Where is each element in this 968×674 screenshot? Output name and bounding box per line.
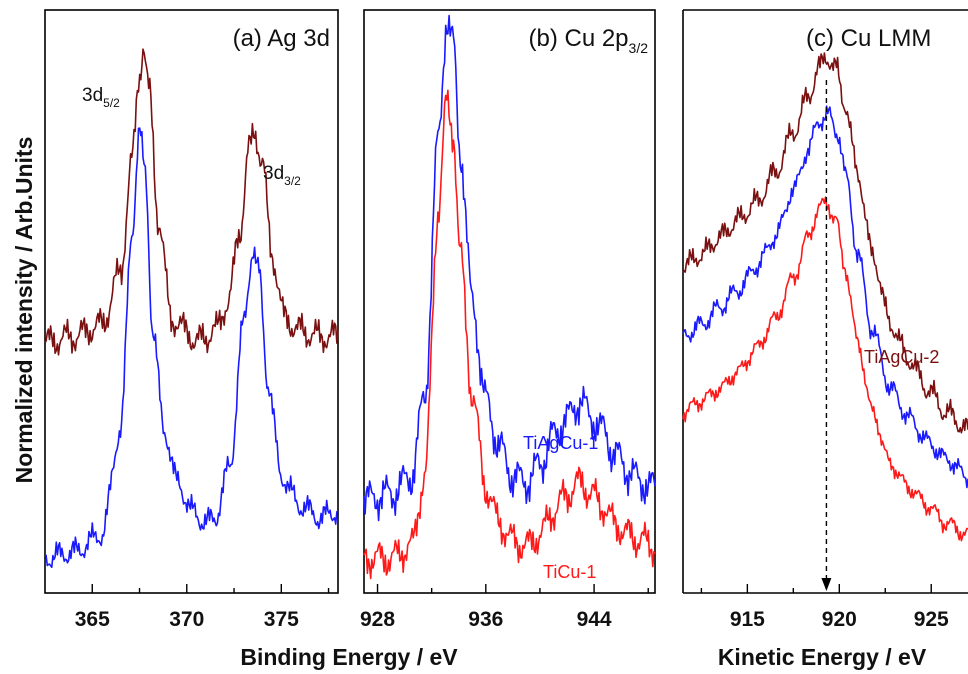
series-line-tiagcu-1 [45,127,339,568]
x-tick-label-b-1: 936 [468,608,503,631]
series-line-tiagcu-2 [44,48,339,356]
series-line-ticu-1 [363,89,656,580]
peak-label-3d52-sub: 5/2 [103,96,120,110]
panel-b-title: (b) Cu 2p3/2 [528,25,648,56]
series-line-tiagcu-1 [682,105,968,489]
panel-c-axis: 915 920 925 [700,584,949,631]
y-axis-title: Normalized intensity / Arb.Units [11,137,37,484]
panel-a-title: (a) Ag 3d [233,25,330,52]
panel-c: 915 920 925 (c) Cu LMM TiAgCu-2 [682,9,968,631]
panel-b-plot [363,14,656,580]
series-label-ticu-1: TiCu-1 [543,562,596,582]
x-axis-title-kinetic: Kinetic Energy / eV [718,644,927,670]
peak-label-3d52: 3d5/2 [82,85,120,110]
x-tick-label-c-2: 925 [914,608,949,631]
panel-b-title-main: (b) Cu 2p [528,25,628,52]
x-tick-label-b-0: 928 [360,608,395,631]
series-label-tiagcu-1: TiAgCu-1 [523,433,598,453]
panel-c-plot [682,52,968,542]
panel-c-title: (c) Cu LMM [806,25,931,52]
x-tick-label-a-0: 365 [75,608,110,631]
series-line-tiagcu-2 [682,52,968,434]
panel-a: 365 370 375 (a) Ag 3d 3d5/2 3d3/2 [44,9,339,631]
x-tick-label-c-1: 920 [822,608,857,631]
x-tick-label-b-2: 944 [577,608,612,631]
peak-label-3d32-sub: 3/2 [284,174,301,188]
peak-label-3d32-base: 3d [263,163,284,184]
panel-a-axis: 365 370 375 [75,584,330,631]
x-tick-label-a-1: 370 [169,608,204,631]
series-label-tiagcu-2: TiAgCu-2 [864,347,939,367]
x-tick-label-a-2: 375 [264,608,299,631]
peak-label-3d52-base: 3d [82,85,103,106]
panel-a-plot [44,48,339,568]
panel-b-frame [363,9,656,594]
panel-b-axis: 928 936 944 [360,584,649,631]
peak-position-arrowhead [821,578,832,591]
panel-a-frame [44,9,339,594]
x-axis-title-binding: Binding Energy / eV [240,644,458,670]
panel-b: 928 936 944 (b) Cu 2p3/2 TiAgCu-1 TiCu-1 [360,9,656,631]
series-line-tiagcu-1 [363,14,656,522]
series-line-tiagcu-1b [682,196,968,542]
panel-b-title-sub: 3/2 [629,40,649,56]
peak-label-3d32: 3d3/2 [263,163,301,188]
x-tick-label-c-0: 915 [730,608,765,631]
